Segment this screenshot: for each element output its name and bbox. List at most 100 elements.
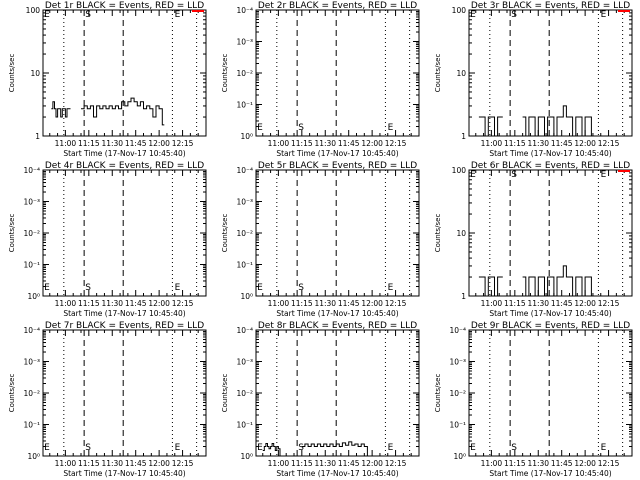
y-tick-label: 10⁻³ (236, 358, 253, 367)
y-axis-label: Counts/sec (8, 374, 16, 413)
panel-title: Det 6r BLACK = Events, RED = LLD (471, 161, 630, 171)
x-tick-label: 11:45 (125, 299, 147, 308)
start-marker: S (298, 123, 304, 133)
x-tick-label: 11:15 (504, 299, 526, 308)
x-tick-label: 11:30 (101, 459, 123, 468)
x-tick-label: 11:45 (551, 139, 573, 148)
x-tick-label: 11:30 (101, 299, 123, 308)
x-tick-label: 11:30 (527, 299, 549, 308)
detector-panel-3: Det 3r BLACK = Events, RED = LLD 1 10 100 Co… (434, 1, 633, 158)
x-tick-label: 11:15 (291, 459, 313, 468)
x-tick-label: 12:00 (574, 299, 596, 308)
start-marker: S (85, 10, 91, 20)
x-tick-label: 12:15 (598, 299, 620, 308)
detector-panel-5: Det 5r BLACK = Events, RED = LLD 10⁰ 10⁻¹ 1… (221, 161, 420, 318)
x-tick-label: 12:15 (172, 459, 194, 468)
y-axis-label: Counts/sec (434, 54, 442, 93)
end-marker: E (388, 283, 394, 293)
end-marker: E (257, 123, 263, 133)
x-tick-label: 11:00 (481, 299, 503, 308)
x-tick-label: 12:00 (361, 299, 383, 308)
end-marker: E (601, 170, 607, 180)
events-series (301, 441, 370, 457)
y-tick-label: 10⁰ (240, 452, 253, 461)
y-tick-label: 10⁰ (27, 452, 40, 461)
start-marker: S (511, 170, 517, 180)
panel-title: Det 5r BLACK = Events, RED = LLD (258, 161, 417, 171)
plot-frame (255, 329, 420, 457)
y-axis-label: Counts/sec (221, 54, 229, 93)
x-tick-label: 12:15 (598, 459, 620, 468)
events-series (478, 276, 503, 297)
x-tick-label: 11:15 (291, 139, 313, 148)
plot-frame (255, 169, 420, 297)
end-marker: E (470, 443, 476, 453)
y-tick-label: 1 (35, 132, 40, 141)
panel-title: Det 8r BLACK = Events, RED = LLD (258, 321, 417, 331)
start-marker: S (298, 443, 304, 453)
x-tick-label: 11:30 (314, 459, 336, 468)
plot-frame (42, 329, 207, 457)
y-tick-label: 10⁻² (236, 389, 253, 398)
end-marker: E (44, 443, 50, 453)
y-axis-label: Counts/sec (8, 214, 16, 253)
x-tick-label: 11:30 (314, 299, 336, 308)
x-tick-label: 12:00 (574, 459, 596, 468)
y-tick-label: 10⁻¹ (236, 101, 253, 110)
x-tick-label: 11:00 (55, 299, 77, 308)
y-tick-label: 10⁻³ (236, 198, 253, 207)
x-axis-label: Start Time (17-Nov-17 10:45:40) (489, 149, 611, 158)
y-axis-label: Counts/sec (434, 374, 442, 413)
x-tick-label: 12:15 (385, 299, 407, 308)
y-tick-label: 10⁻⁴ (236, 166, 253, 175)
events-series (522, 265, 594, 297)
y-tick-label: 100 (452, 166, 467, 175)
y-tick-label: 10⁻² (236, 69, 253, 78)
x-tick-label: 12:00 (148, 299, 170, 308)
y-tick-label: 10 (30, 69, 40, 78)
detector-panel-9: Det 9r BLACK = Events, RED = LLD 10⁰ 10⁻¹ 1… (434, 321, 633, 478)
x-tick-label: 11:15 (291, 299, 313, 308)
end-marker: E (175, 443, 181, 453)
end-marker: E (175, 10, 181, 20)
start-marker: S (85, 443, 91, 453)
y-tick-label: 10⁻³ (449, 358, 466, 367)
x-tick-label: 12:00 (361, 139, 383, 148)
panel-title: Det 1r BLACK = Events, RED = LLD (45, 1, 204, 11)
x-tick-label: 11:00 (481, 139, 503, 148)
y-tick-label: 10⁻³ (236, 38, 253, 47)
x-tick-label: 12:15 (172, 139, 194, 148)
x-tick-label: 11:45 (125, 139, 147, 148)
x-tick-label: 11:45 (338, 459, 360, 468)
end-marker: E (601, 10, 607, 20)
x-tick-label: 12:00 (148, 459, 170, 468)
x-axis-label: Start Time (17-Nov-17 10:45:40) (63, 149, 185, 158)
y-tick-label: 10⁰ (453, 452, 466, 461)
detector-panel-4: Det 4r BLACK = Events, RED = LLD 10⁰ 10⁻¹ 1… (8, 161, 207, 318)
x-tick-label: 12:15 (385, 139, 407, 148)
end-marker: E (388, 443, 394, 453)
x-axis-label: Start Time (17-Nov-17 10:45:40) (489, 309, 611, 318)
y-axis-label: Counts/sec (221, 214, 229, 253)
x-tick-label: 12:15 (172, 299, 194, 308)
events-series (522, 105, 594, 137)
y-tick-label: 10⁻⁴ (449, 326, 466, 335)
y-tick-label: 10⁻⁴ (23, 166, 40, 175)
x-tick-label: 11:00 (268, 139, 290, 148)
panel-title: Det 9r BLACK = Events, RED = LLD (471, 321, 630, 331)
y-tick-label: 10⁻¹ (449, 421, 466, 430)
end-marker: E (470, 10, 476, 20)
events-series (262, 443, 284, 457)
y-tick-label: 10⁰ (240, 132, 253, 141)
y-tick-label: 10⁻¹ (236, 421, 253, 430)
x-tick-label: 11:00 (55, 139, 77, 148)
y-tick-label: 100 (452, 6, 467, 15)
panel-title: Det 7r BLACK = Events, RED = LLD (45, 321, 204, 331)
y-tick-label: 10 (456, 229, 466, 238)
events-series (81, 97, 165, 126)
x-tick-label: 11:45 (551, 299, 573, 308)
y-tick-label: 10⁻⁴ (236, 326, 253, 335)
x-tick-label: 11:00 (55, 459, 77, 468)
x-axis-label: Start Time (17-Nov-17 10:45:40) (489, 469, 611, 478)
